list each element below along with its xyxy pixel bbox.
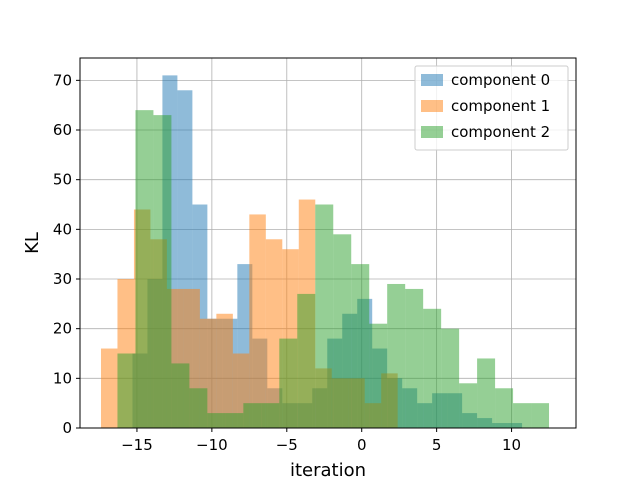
bar-series-1-9 — [249, 214, 266, 428]
x-tick-label-5: 10 — [502, 436, 521, 454]
bar-series-2-23 — [531, 403, 550, 428]
x-tick-label-2: −5 — [276, 436, 298, 454]
y-tick-label-2: 20 — [53, 320, 72, 338]
legend-label-1: component 1 — [451, 97, 550, 115]
bar-series-2-22 — [513, 403, 532, 428]
legend-label-0: component 0 — [451, 71, 550, 89]
plot-area-frame — [79, 57, 577, 429]
legend-box — [414, 65, 569, 151]
bar-series-1-7 — [216, 313, 233, 428]
bar-series-2-9 — [279, 338, 298, 428]
y-tick-label-5: 50 — [53, 171, 72, 189]
bar-series-2-6 — [225, 413, 244, 428]
bar-series-1-10 — [265, 239, 283, 428]
x-tick-label-3: 0 — [357, 436, 367, 454]
bar-series-2-15 — [387, 283, 406, 428]
y-tick-label-1: 10 — [53, 369, 72, 387]
bar-series-2-5 — [207, 413, 226, 428]
legend: component 0 component 1 component 2 — [414, 65, 569, 151]
bar-series-2-16 — [405, 288, 424, 428]
y-tick-label-4: 40 — [53, 220, 72, 238]
bar-series-2-10 — [297, 293, 316, 428]
legend-swatch-2 — [421, 126, 443, 138]
x-tick-label-4: 5 — [432, 436, 442, 454]
bar-series-2-18 — [441, 328, 460, 428]
bar-series-2-8 — [261, 403, 280, 428]
y-tick-label-7: 70 — [53, 71, 72, 89]
x-tick-label-0: −15 — [121, 436, 153, 454]
legend-label-2: component 2 — [451, 123, 550, 141]
y-tick-label-6: 60 — [53, 121, 72, 139]
bar-series-2-20 — [477, 358, 496, 428]
legend-swatch-1 — [421, 100, 443, 112]
x-tick-label-1: −10 — [196, 436, 228, 454]
bar-series-2-17 — [423, 308, 442, 428]
y-tick-label-3: 30 — [53, 270, 72, 288]
bars-layer — [100, 75, 550, 429]
bar-series-2-13 — [351, 264, 370, 428]
bar-series-2-12 — [333, 234, 352, 428]
bar-series-2-14 — [369, 323, 388, 428]
x-axis-label: iteration — [290, 460, 366, 480]
bar-series-2-3 — [171, 363, 190, 428]
legend-swatch-0 — [421, 74, 443, 86]
bar-series-2-21 — [495, 388, 514, 428]
y-axis-label: KL — [22, 232, 43, 254]
bar-series-1-0 — [100, 348, 118, 428]
x-axis-ticks: −15 −10 −5 0 5 10 — [121, 428, 521, 454]
bar-series-2-7 — [243, 403, 262, 428]
bar-series-2-2 — [153, 115, 172, 428]
bar-series-2-19 — [459, 383, 478, 428]
bar-series-2-0 — [117, 353, 136, 428]
series-2-bars — [117, 110, 550, 429]
bar-series-2-4 — [189, 388, 208, 428]
bar-series-2-1 — [135, 110, 154, 429]
bar-series-2-11 — [315, 204, 334, 428]
y-tick-label-0: 0 — [62, 419, 72, 437]
y-axis-ticks: 0 10 20 30 40 50 60 70 — [53, 71, 80, 437]
